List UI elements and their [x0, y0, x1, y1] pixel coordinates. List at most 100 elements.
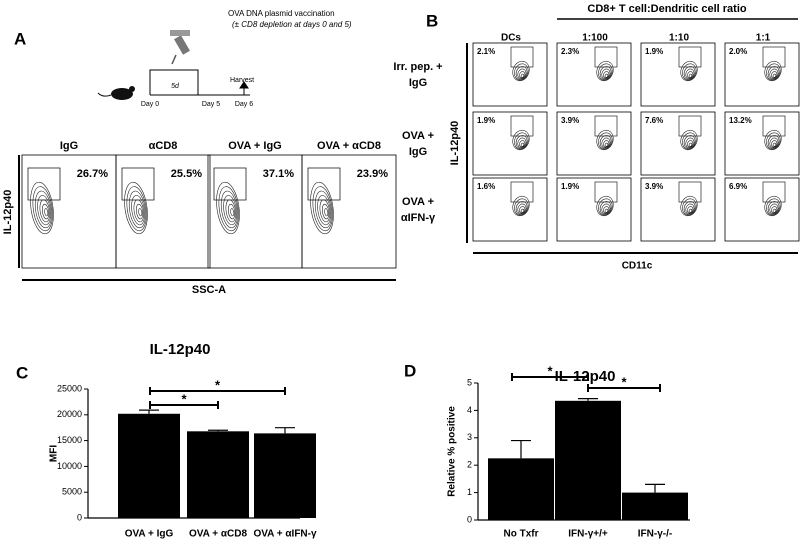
gate — [307, 167, 341, 201]
contour — [44, 208, 49, 217]
contour — [764, 60, 782, 82]
contour — [596, 129, 614, 151]
timeline-subtitle: (± CD8 depletion at days 0 and 5) — [232, 20, 352, 29]
x-label: CD11c — [622, 261, 653, 272]
panel-label: D — [404, 361, 416, 380]
contour — [225, 199, 237, 223]
significance: * — [181, 391, 187, 406]
contour — [598, 63, 613, 81]
contour — [515, 135, 528, 149]
contour — [764, 195, 782, 217]
contour — [131, 195, 145, 226]
column-label: 1:1 — [756, 33, 771, 44]
contour — [218, 186, 239, 232]
contour — [230, 208, 235, 217]
contour — [769, 68, 779, 80]
row-label: Irr. pep. + — [393, 61, 442, 73]
plot-label: OVA + αCD8 — [317, 140, 381, 152]
significance-bracket — [149, 401, 219, 409]
gate — [213, 167, 247, 201]
percent: 1.6% — [477, 182, 495, 191]
column-label: 1:10 — [669, 33, 689, 44]
contour — [683, 201, 696, 215]
contour — [220, 190, 238, 229]
x-tick-label: IFN-γ+/+ — [568, 529, 608, 540]
y-tick-label: 20000 — [57, 409, 82, 419]
contour — [41, 203, 50, 220]
flow-plot — [556, 177, 632, 242]
contour — [517, 68, 527, 80]
day: Day 5 — [202, 101, 220, 108]
gate — [762, 115, 786, 137]
contour — [767, 135, 780, 149]
y-tick-label: 25000 — [57, 383, 82, 393]
contour — [771, 140, 778, 148]
flow-plot — [640, 111, 716, 176]
contour — [685, 203, 695, 215]
contour — [512, 129, 530, 151]
contour — [317, 195, 331, 226]
timeline-title: OVA DNA plasmid vaccination — [228, 9, 335, 18]
gate — [510, 115, 534, 137]
contour — [772, 142, 777, 147]
contour — [126, 186, 147, 232]
contour — [314, 190, 332, 229]
contour — [687, 140, 694, 148]
y-tick-label: 0 — [77, 512, 82, 522]
percent: 6.9% — [729, 182, 747, 191]
y-label: MFI — [49, 445, 60, 462]
contour — [519, 206, 526, 214]
contour — [32, 186, 53, 232]
contour — [520, 142, 525, 147]
contour — [512, 195, 530, 217]
gate — [678, 115, 702, 137]
panel-label: A — [14, 29, 26, 48]
contour — [766, 132, 781, 150]
flow-plot — [640, 177, 716, 242]
y-label: IL-12p40 — [2, 190, 14, 235]
gate — [27, 167, 61, 201]
contour — [766, 63, 781, 81]
contour — [603, 140, 610, 148]
contour — [515, 201, 528, 215]
flow-plot — [115, 154, 211, 269]
gate — [678, 46, 702, 68]
bar — [254, 433, 316, 518]
contour — [310, 181, 334, 235]
panel-label: C — [16, 363, 28, 382]
row-label: IgG — [409, 77, 427, 89]
flow-plot — [472, 42, 548, 107]
flow-plot — [472, 111, 548, 176]
row-label: OVA + — [402, 196, 434, 208]
contour — [227, 203, 236, 220]
contour — [601, 68, 611, 80]
contour — [37, 195, 51, 226]
percent: 1.9% — [645, 47, 663, 56]
row-label: αIFN-γ — [401, 212, 436, 224]
panel-label: B — [426, 11, 438, 30]
bar — [622, 492, 688, 520]
contour — [683, 135, 696, 149]
plot-label: IgG — [60, 140, 78, 152]
contour — [520, 73, 525, 78]
contour — [688, 142, 693, 147]
timeline — [149, 69, 250, 96]
significance-bracket — [511, 373, 589, 381]
contour — [514, 132, 529, 150]
percent: 7.6% — [645, 116, 663, 125]
contour — [517, 137, 527, 149]
contour — [39, 199, 51, 223]
percent: 2.1% — [477, 47, 495, 56]
percent: 1.9% — [477, 116, 495, 125]
contour — [216, 181, 240, 235]
contour — [30, 181, 54, 235]
contour — [515, 66, 528, 80]
chart-title: IL-12p40 — [150, 341, 211, 358]
significance: * — [621, 374, 627, 389]
flow-plot — [556, 42, 632, 107]
contour — [519, 140, 526, 148]
contour — [685, 137, 695, 149]
day: Day 0 — [141, 101, 159, 108]
contour — [599, 135, 612, 149]
